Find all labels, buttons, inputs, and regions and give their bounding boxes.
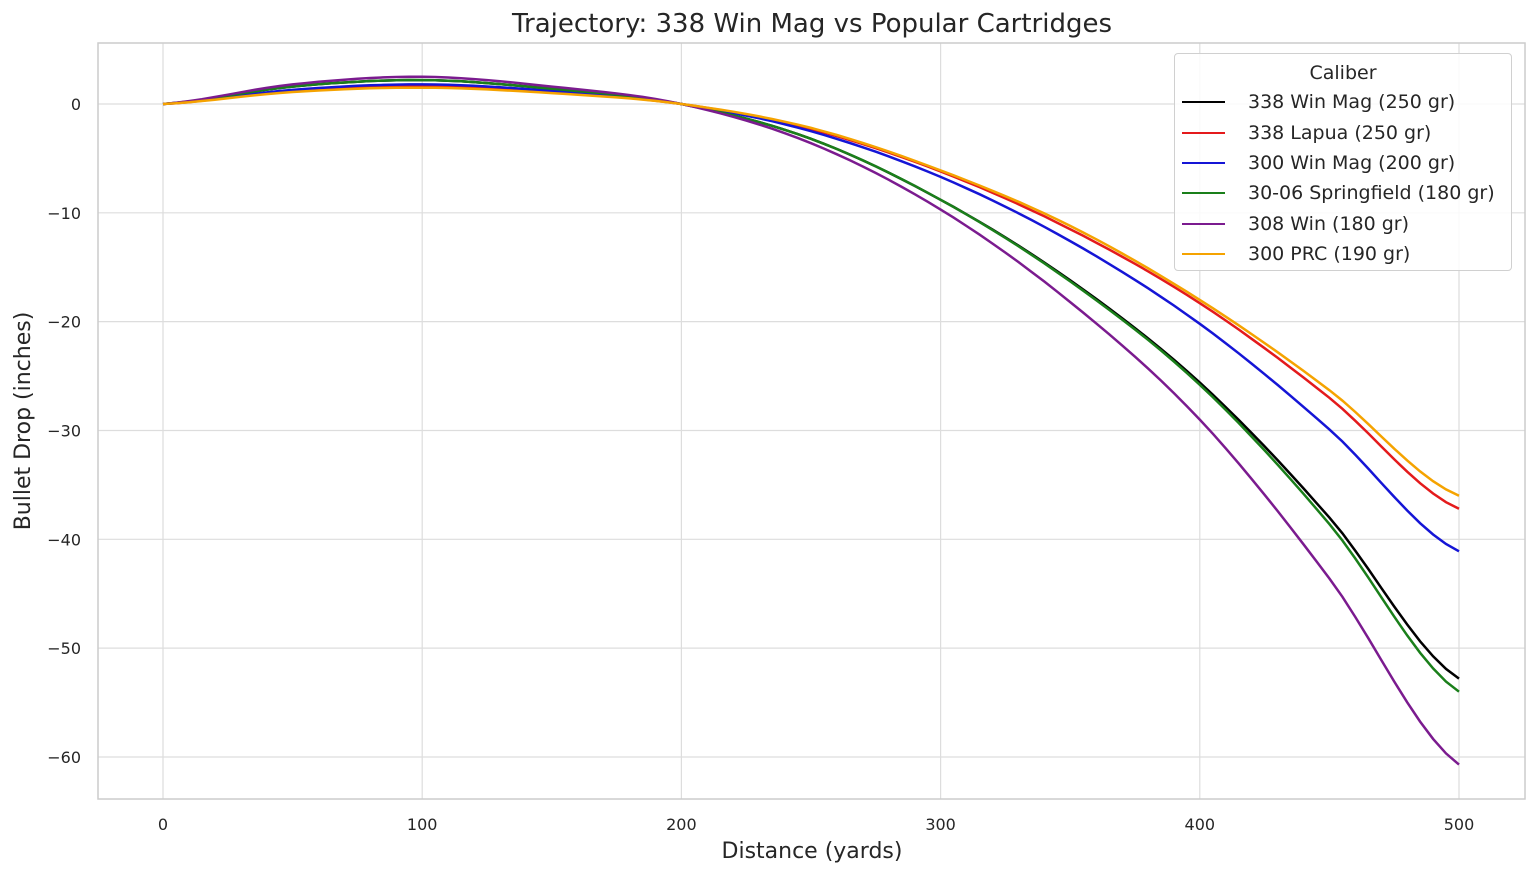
series-line <box>162 83 1460 553</box>
x-tick-label: 0 <box>158 815 168 834</box>
y-tick-label: −40 <box>47 530 81 549</box>
legend-item: 338 Lapua (250 gr) <box>1175 117 1511 147</box>
legend-item: 338 Win Mag (250 gr) <box>1175 87 1511 117</box>
legend-swatch-icon <box>1182 161 1225 164</box>
series-line <box>162 86 1460 497</box>
legend-item: 300 PRC (190 gr) <box>1175 239 1511 269</box>
legend-swatch-icon <box>1182 192 1225 195</box>
x-tick-label: 400 <box>1185 815 1216 834</box>
y-tick-label: −10 <box>47 204 81 223</box>
y-tick-label: 0 <box>71 95 81 114</box>
legend-swatch-icon <box>1182 253 1225 256</box>
y-tick-label: −30 <box>47 421 81 440</box>
legend-title: Caliber <box>1309 62 1377 84</box>
legend-item: 30-06 Springfield (180 gr) <box>1175 178 1511 208</box>
legend-item: 300 Win Mag (200 gr) <box>1175 148 1511 178</box>
axis-ticks: 0 100 200 300 400 500 0 −10 −20 −30 −40 −50 −60 <box>47 95 1474 834</box>
x-tick-label: 500 <box>1444 815 1475 834</box>
y-tick-label: −20 <box>47 313 81 332</box>
legend: Caliber 338 Win Mag (250 gr) 338 Lapua (2… <box>1174 53 1512 271</box>
y-tick-label: −60 <box>47 748 81 767</box>
chart-title: Trajectory: 338 Win Mag vs Popular Cartr… <box>511 9 1112 39</box>
plot-frame <box>97 42 1526 800</box>
legend-swatch-icon <box>1182 222 1225 225</box>
x-axis-label: Distance (yards) <box>722 839 903 864</box>
legend-item: 308 Win (180 gr) <box>1175 209 1511 239</box>
series-lines <box>162 75 1460 766</box>
legend-label: 308 Win (180 gr) <box>1248 212 1410 235</box>
x-tick-label: 100 <box>407 815 438 834</box>
legend-label: 300 PRC (190 gr) <box>1248 243 1411 266</box>
y-axis-label: Bullet Drop (inches) <box>11 312 36 531</box>
legend-label: 338 Lapua (250 gr) <box>1248 121 1432 144</box>
legend-swatch-icon <box>1182 131 1225 134</box>
x-tick-label: 200 <box>666 815 697 834</box>
legend-label: 300 Win Mag (200 gr) <box>1248 151 1456 174</box>
y-tick-label: −50 <box>47 639 81 658</box>
legend-label: 338 Win Mag (250 gr) <box>1248 91 1456 114</box>
legend-label: 30-06 Springfield (180 gr) <box>1248 182 1495 205</box>
series-line <box>162 75 1460 766</box>
x-tick-label: 300 <box>925 815 956 834</box>
series-line <box>162 78 1460 693</box>
legend-swatch-icon <box>1182 101 1225 104</box>
